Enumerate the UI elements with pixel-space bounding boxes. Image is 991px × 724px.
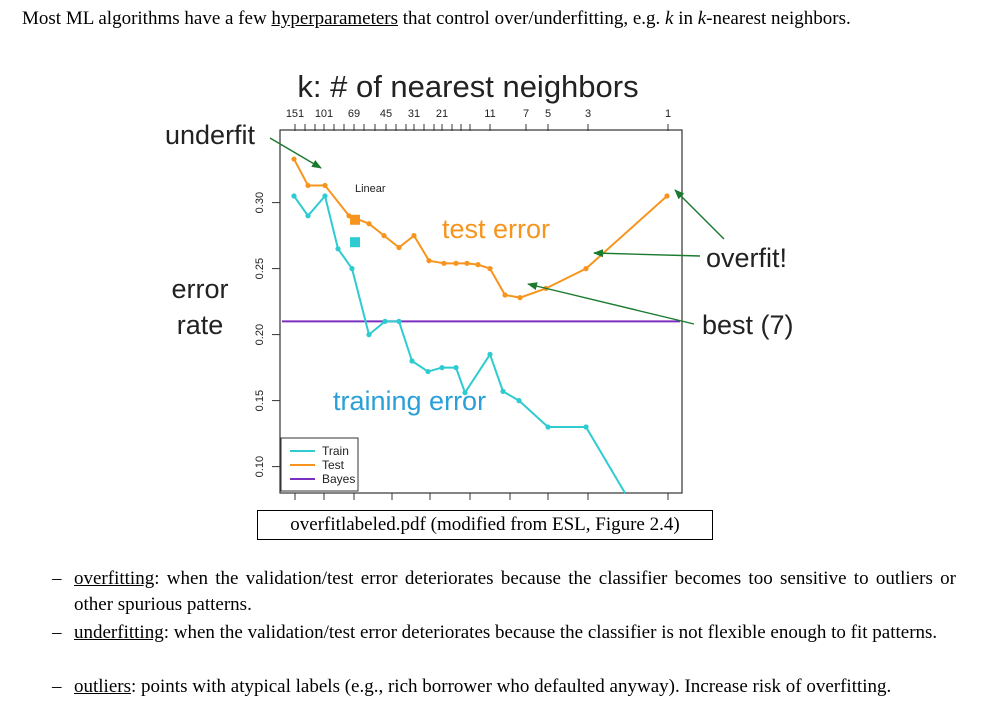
intro-sentence: Most ML algorithms have a few hyperparam… bbox=[22, 8, 851, 30]
test-point bbox=[475, 262, 481, 268]
best-arrow bbox=[527, 282, 695, 325]
top-axis-label: 3 bbox=[585, 108, 591, 120]
bullet-term: outliers bbox=[74, 676, 131, 697]
y-axis-tick-label: 0.25 bbox=[254, 258, 266, 279]
y-label-rate: rate bbox=[177, 310, 224, 340]
train-point bbox=[335, 246, 341, 252]
train-point bbox=[439, 365, 445, 371]
figure-caption: overfitlabeled.pdf (modified from ESL, F… bbox=[257, 510, 713, 540]
top-axis-label: 69 bbox=[348, 108, 360, 120]
top-axis-label: 21 bbox=[436, 108, 448, 120]
y-label-error: error bbox=[171, 274, 228, 304]
top-axis-label: 1 bbox=[665, 108, 671, 120]
k-symbol: k bbox=[665, 8, 674, 29]
test-point bbox=[291, 156, 297, 162]
train-point bbox=[425, 368, 431, 375]
test-point bbox=[381, 233, 387, 239]
top-axis-label: 31 bbox=[408, 108, 420, 120]
train-point bbox=[409, 358, 415, 364]
intro-text: Most ML algorithms have a few bbox=[22, 8, 272, 29]
linear-test-marker bbox=[350, 214, 360, 225]
top-axis-label: 7 bbox=[523, 108, 529, 120]
test-point bbox=[464, 260, 470, 266]
top-axis-label: 45 bbox=[380, 108, 392, 120]
legend-bayes-label: Bayes bbox=[322, 472, 355, 486]
test-point bbox=[487, 266, 493, 272]
test-point bbox=[366, 221, 372, 227]
train-point bbox=[545, 424, 551, 430]
test-point bbox=[517, 295, 523, 301]
linear-label: Linear bbox=[355, 183, 386, 195]
series-layer bbox=[291, 156, 670, 494]
bullet-dash: – bbox=[52, 568, 62, 589]
y-axis-tick-label: 0.15 bbox=[254, 390, 266, 411]
test-point bbox=[453, 260, 459, 266]
train-point bbox=[500, 388, 506, 394]
top-axis-label: 5 bbox=[545, 108, 551, 120]
test-point bbox=[411, 233, 417, 239]
legend-test-label: Test bbox=[322, 458, 345, 472]
bullet-text: : when the validation/test error deterio… bbox=[74, 568, 956, 615]
train-point bbox=[516, 398, 522, 404]
top-axis-label: 101 bbox=[315, 108, 333, 120]
bullet-term: underfitting bbox=[74, 622, 164, 643]
k-symbol: k bbox=[697, 8, 707, 29]
train-point bbox=[453, 365, 459, 371]
intro-text: -nearest neighbors. bbox=[706, 8, 851, 29]
intro-text: that control over/underfitting, e.g. bbox=[398, 8, 666, 29]
bullet-text: : when the validation/test error deterio… bbox=[163, 622, 938, 643]
hyperparameters-term: hyperparameters bbox=[271, 8, 399, 29]
chart-title: k: # of nearest neighbors bbox=[297, 69, 638, 104]
train-point bbox=[291, 193, 297, 199]
top-axis-label: 151 bbox=[286, 108, 304, 120]
train-point bbox=[305, 213, 311, 219]
test-point bbox=[502, 292, 508, 298]
test-point bbox=[426, 258, 432, 264]
training-error-label: training error bbox=[333, 386, 486, 416]
train-point bbox=[382, 318, 388, 324]
test-error-label: test error bbox=[442, 214, 550, 244]
overfit-arrow-2 bbox=[674, 189, 725, 240]
train-point bbox=[322, 193, 328, 199]
bullet-dash: – bbox=[52, 622, 62, 643]
intro-text: in bbox=[673, 8, 698, 29]
linear-train-marker bbox=[350, 237, 360, 248]
train-point bbox=[349, 266, 355, 272]
test-point bbox=[664, 193, 670, 199]
overfit-arrow-1 bbox=[593, 249, 701, 258]
legend: Train Test Bayes bbox=[280, 437, 359, 492]
train-point bbox=[487, 351, 493, 357]
underfit-label: underfit bbox=[165, 120, 256, 150]
bullet-dash: – bbox=[52, 676, 62, 697]
train-point bbox=[396, 318, 402, 324]
test-point bbox=[322, 182, 328, 189]
train-point bbox=[366, 332, 372, 338]
bottom-axis-ticks bbox=[294, 493, 669, 500]
train-point bbox=[462, 390, 468, 396]
overfit-label: overfit! bbox=[706, 243, 787, 273]
best-label: best (7) bbox=[702, 310, 794, 340]
underfit-arrow bbox=[269, 137, 322, 169]
test-point bbox=[396, 244, 402, 251]
test-point bbox=[305, 182, 311, 189]
top-axis: 151 101 69 45 31 21 11 7 5 3 1 bbox=[286, 108, 671, 131]
bullet-term: overfitting bbox=[74, 568, 155, 589]
test-point bbox=[583, 266, 589, 272]
y-axis-tick-label: 0.30 bbox=[254, 192, 266, 213]
y-axis: 0.10 0.15 0.20 0.25 0.30 bbox=[254, 192, 280, 477]
top-axis-label: 11 bbox=[484, 108, 495, 120]
y-axis-tick-label: 0.10 bbox=[254, 456, 266, 477]
y-axis-tick-label: 0.20 bbox=[254, 324, 266, 345]
plot-frame bbox=[279, 129, 683, 494]
train-point bbox=[583, 424, 589, 430]
bullet-text: : points with atypical labels (e.g., ric… bbox=[131, 676, 892, 697]
legend-train-label: Train bbox=[322, 444, 349, 458]
test-point bbox=[441, 260, 447, 266]
